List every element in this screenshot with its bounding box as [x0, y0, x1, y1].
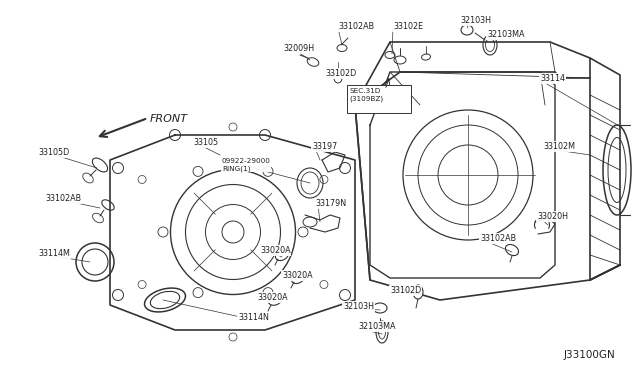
FancyBboxPatch shape: [347, 85, 411, 113]
Text: 32103H: 32103H: [460, 16, 491, 25]
Text: 32009H: 32009H: [283, 44, 314, 53]
Text: 33102M: 33102M: [543, 142, 575, 151]
Text: 33114M: 33114M: [38, 249, 70, 258]
Text: 33020A: 33020A: [282, 271, 312, 280]
Text: 33114: 33114: [540, 74, 565, 83]
Text: FRONT: FRONT: [150, 114, 188, 124]
Text: 33114N: 33114N: [238, 313, 269, 322]
Text: 33102AB: 33102AB: [338, 22, 374, 31]
Text: 33102D: 33102D: [325, 69, 356, 78]
Text: 33102D: 33102D: [390, 286, 421, 295]
Text: SEC.31D
(3109BZ): SEC.31D (3109BZ): [349, 88, 383, 102]
Text: J33100GN: J33100GN: [563, 350, 615, 360]
Text: 32103H: 32103H: [343, 302, 374, 311]
Text: 33102AB: 33102AB: [480, 234, 516, 243]
Text: 32103MA: 32103MA: [487, 30, 525, 39]
Text: 09922-29000
RING(1): 09922-29000 RING(1): [222, 158, 271, 171]
Text: 33020A: 33020A: [260, 246, 291, 255]
Text: 33105: 33105: [193, 138, 218, 147]
Text: 33020H: 33020H: [537, 212, 568, 221]
Text: 33020A: 33020A: [257, 293, 287, 302]
Text: 33105D: 33105D: [38, 148, 69, 157]
Text: 33197: 33197: [312, 142, 337, 151]
Text: 33179N: 33179N: [315, 199, 346, 208]
Text: 33102AB: 33102AB: [45, 194, 81, 203]
Text: 33102E: 33102E: [393, 22, 423, 31]
Text: 32103MA: 32103MA: [358, 322, 396, 331]
